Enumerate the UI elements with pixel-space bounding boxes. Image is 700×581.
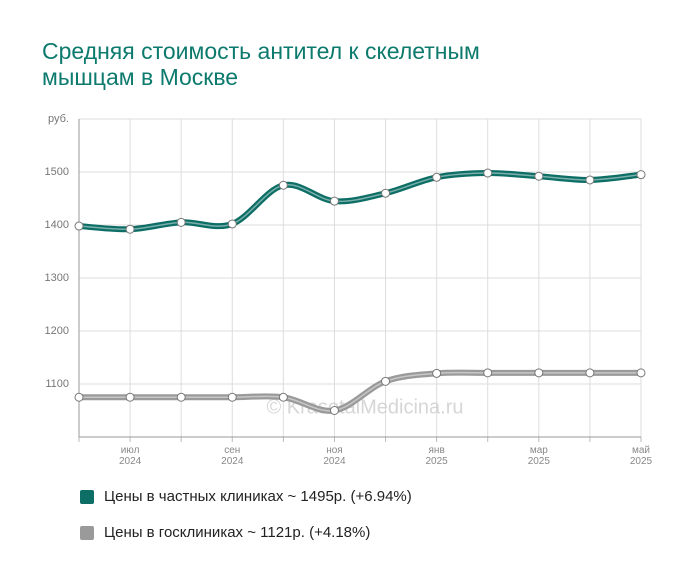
y-tick-label: 1200 — [45, 325, 69, 337]
data-point — [432, 172, 442, 182]
data-point — [483, 368, 493, 378]
legend-label: Цены в частных клиниках ~ 1495р. (+6.94%… — [104, 488, 412, 505]
data-point — [176, 217, 186, 227]
data-point — [381, 376, 391, 386]
legend-item: Цены в частных клиниках ~ 1495р. (+6.94%… — [80, 488, 412, 505]
y-tick-label: руб. — [48, 113, 69, 125]
data-point — [585, 368, 595, 378]
legend-label: Цены в госклиниках ~ 1121р. (+4.18%) — [104, 524, 371, 541]
data-point — [278, 180, 288, 190]
y-tick-label: 1100 — [45, 378, 69, 390]
data-point — [125, 392, 135, 402]
data-point — [125, 224, 135, 234]
x-tick-label: мар 2025 — [527, 445, 550, 467]
series-line — [78, 170, 642, 233]
data-point — [483, 168, 493, 178]
watermark: © KrasotaiMedicina.ru — [266, 396, 463, 418]
x-tick-label: май 2025 — [629, 445, 653, 467]
x-tick-label: июл 2024 — [118, 445, 142, 467]
x-tick-label: янв 2025 — [425, 445, 448, 467]
data-point — [74, 221, 84, 231]
data-point — [74, 392, 84, 402]
data-point — [227, 392, 237, 402]
data-point — [534, 368, 544, 378]
x-tick-label: сен 2024 — [221, 445, 244, 467]
data-point — [278, 392, 288, 402]
data-point — [534, 171, 544, 181]
legend-swatch — [80, 489, 94, 504]
data-point — [227, 219, 237, 229]
legend-item: Цены в госклиниках ~ 1121р. (+4.18%) — [80, 524, 370, 541]
legend-swatch — [80, 525, 94, 540]
y-tick-label: 1400 — [45, 219, 69, 231]
data-point — [329, 406, 339, 415]
y-tick-label: 1500 — [45, 166, 69, 178]
data-point — [329, 196, 339, 206]
y-tick-label: 1300 — [45, 272, 69, 284]
data-point — [432, 368, 442, 378]
data-point — [176, 392, 186, 402]
data-point — [381, 188, 391, 198]
data-point — [585, 175, 595, 185]
x-tick-label: ноя 2024 — [323, 445, 346, 467]
data-point — [636, 368, 646, 378]
data-point — [636, 170, 646, 180]
chart-title: Средняя стоимость антител к скелетным мы… — [42, 38, 480, 90]
